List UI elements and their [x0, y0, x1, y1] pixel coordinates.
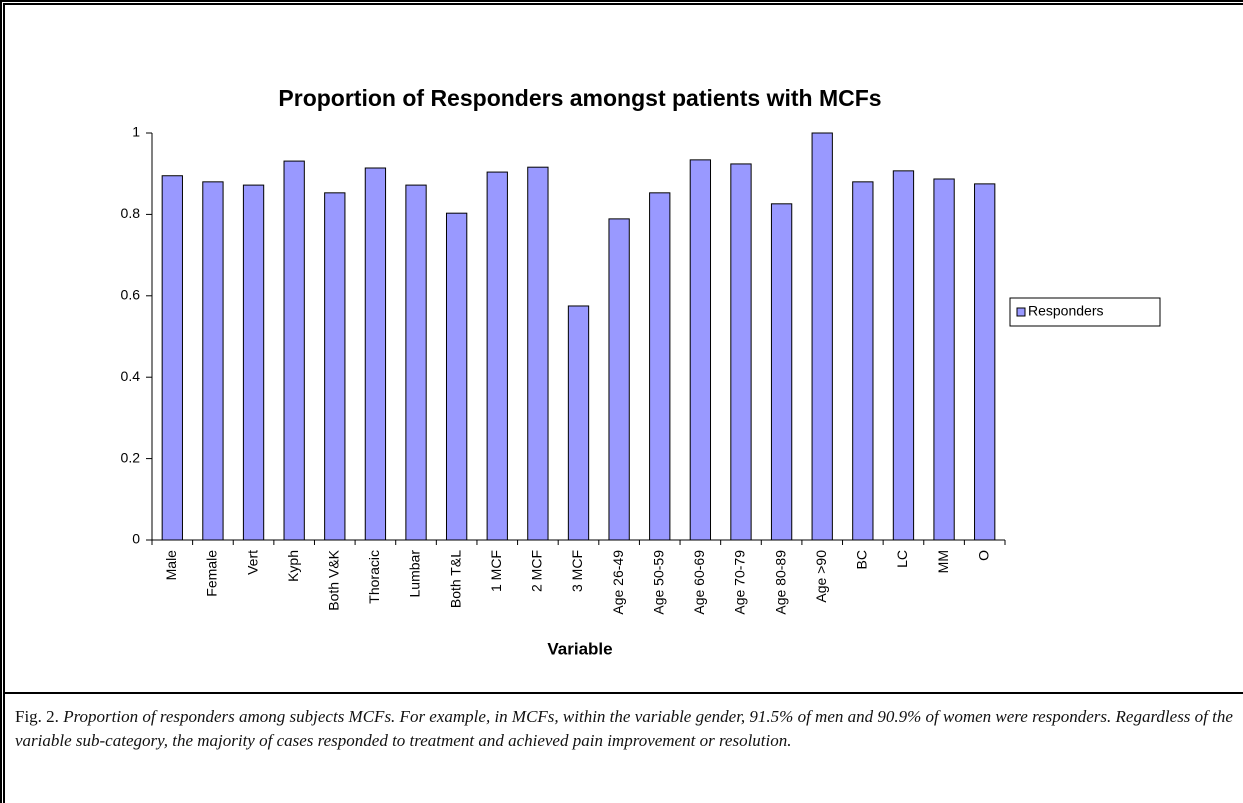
bar: [892, 170, 915, 541]
x-tick-label: Age 26-49: [610, 550, 626, 615]
x-tick-label: 2 MCF: [529, 550, 545, 592]
x-tick-label: MM: [935, 550, 951, 573]
bar: [852, 181, 874, 541]
bar: [974, 183, 996, 541]
bar: [689, 159, 712, 541]
x-tick-label: Male: [163, 550, 179, 581]
x-tick-label: O: [975, 550, 991, 561]
x-tick-label: Age >90: [813, 550, 829, 603]
caption-text: Proportion of responders among subjects …: [15, 707, 1233, 750]
legend-swatch: [1016, 307, 1026, 317]
x-tick-label: Age 80-89: [772, 550, 788, 615]
bar: [324, 192, 346, 541]
x-axis-label: Variable: [547, 639, 612, 658]
bar: [445, 212, 468, 541]
y-tick-label: 0.4: [121, 368, 141, 384]
bar: [649, 192, 671, 541]
bar: [242, 184, 265, 541]
bar: [567, 305, 590, 541]
x-tick-label: Age 50-59: [650, 550, 666, 615]
legend-box: [1009, 297, 1161, 327]
x-tick-label: BC: [854, 550, 870, 569]
chart-title: Proportion of Responders amongst patient…: [278, 85, 881, 111]
y-tick-label: 0.2: [121, 449, 141, 465]
x-tick-label: 1 MCF: [488, 550, 504, 592]
x-tick-label: Thoracic: [366, 550, 382, 604]
bar: [161, 175, 183, 541]
divider: [5, 692, 1243, 694]
y-tick-label: 0.8: [121, 205, 141, 221]
y-tick-label: 0.6: [121, 287, 141, 303]
bar: [608, 218, 630, 541]
x-tick-label: Age 60-69: [691, 550, 707, 615]
bar: [933, 178, 955, 541]
x-tick-label: Age 70-79: [732, 550, 748, 615]
bar: [730, 163, 752, 541]
y-tick-label: 1: [132, 124, 140, 140]
caption: Fig. 2. Proportion of responders among s…: [15, 705, 1235, 753]
legend-label: Responders: [1028, 303, 1104, 319]
x-tick-label: Female: [204, 550, 220, 597]
bar: [364, 167, 387, 541]
y-tick-label: 0: [132, 531, 140, 547]
x-tick-label: Both V&K: [325, 549, 341, 610]
x-tick-label: LC: [894, 550, 910, 568]
bar: [486, 171, 508, 541]
bar: [202, 181, 224, 541]
x-tick-label: Kyph: [285, 550, 301, 582]
chart: Proportion of Responders amongst patient…: [121, 85, 1161, 658]
x-tick-label: 3 MCF: [569, 550, 585, 592]
caption-label: Fig. 2.: [15, 707, 59, 726]
x-tick-label: Both T&L: [447, 550, 463, 608]
bar: [283, 160, 305, 541]
bar: [405, 184, 427, 541]
x-tick-label: Vert: [244, 550, 260, 575]
bar: [527, 166, 549, 541]
x-tick-label: Lumbar: [407, 550, 423, 598]
bar: [811, 132, 833, 541]
bar: [770, 203, 793, 541]
